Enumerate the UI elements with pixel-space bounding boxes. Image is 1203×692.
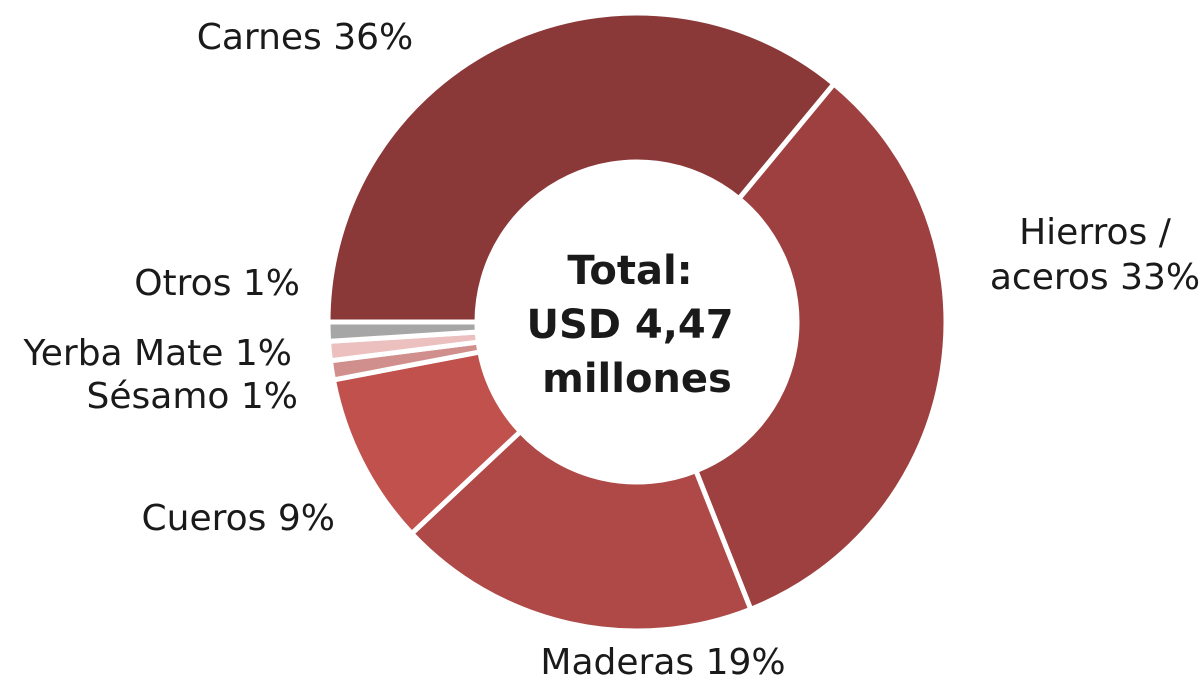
- slice-maderas: [408, 427, 754, 634]
- center-line-2: USD 4,47: [526, 302, 733, 348]
- slice-hierros-aceros: [692, 80, 949, 613]
- label-maderas-line-1: Maderas 19%: [540, 642, 785, 683]
- label-otros-line-1: Otros 1%: [134, 263, 300, 304]
- label-hierros-aceros-line-1: Hierros /: [1019, 212, 1172, 253]
- center-line-3: millones: [542, 356, 732, 402]
- label-yerba-mate: Yerba Mate 1%: [23, 333, 292, 374]
- label-cueros: Cueros 9%: [142, 498, 335, 539]
- label-maderas: Maderas 19%: [540, 642, 785, 683]
- center-total-label: Total: USD 4,47 millones: [526, 248, 747, 402]
- label-sesamo-line-1: Sésamo 1%: [87, 376, 298, 417]
- label-hierros-aceros: Hierros / aceros 33%: [990, 212, 1200, 298]
- label-sesamo: Sésamo 1%: [87, 376, 298, 417]
- label-hierros-aceros-line-2: aceros 33%: [990, 257, 1200, 298]
- label-otros: Otros 1%: [134, 263, 300, 304]
- slice-carnes: [325, 10, 838, 325]
- label-yerba-mate-line-1: Yerba Mate 1%: [23, 333, 292, 374]
- slice-otros: [325, 319, 480, 345]
- label-carnes: Carnes 36%: [197, 17, 414, 58]
- label-cueros-line-1: Cueros 9%: [142, 498, 335, 539]
- label-carnes-line-1: Carnes 36%: [197, 17, 414, 58]
- center-line-1: Total:: [567, 248, 692, 294]
